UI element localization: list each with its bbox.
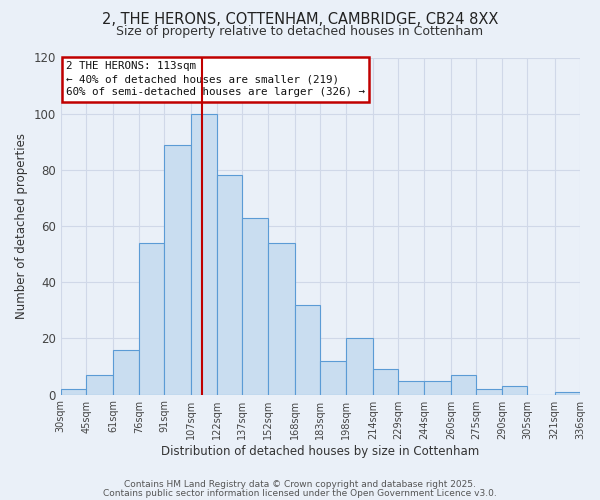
Bar <box>61 389 86 394</box>
Bar <box>554 392 580 394</box>
Bar <box>320 361 346 394</box>
Bar <box>346 338 373 394</box>
Bar <box>191 114 217 394</box>
Text: Contains HM Land Registry data © Crown copyright and database right 2025.: Contains HM Land Registry data © Crown c… <box>124 480 476 489</box>
Bar <box>502 386 527 394</box>
Bar <box>217 176 242 394</box>
Bar <box>451 375 476 394</box>
Bar <box>86 375 113 394</box>
Bar <box>398 380 424 394</box>
Text: Size of property relative to detached houses in Cottenham: Size of property relative to detached ho… <box>116 25 484 38</box>
Bar <box>139 243 164 394</box>
Text: 2 THE HERONS: 113sqm
← 40% of detached houses are smaller (219)
60% of semi-deta: 2 THE HERONS: 113sqm ← 40% of detached h… <box>66 61 365 98</box>
Text: Contains public sector information licensed under the Open Government Licence v3: Contains public sector information licen… <box>103 488 497 498</box>
Bar <box>113 350 139 395</box>
Bar <box>164 144 191 394</box>
Bar <box>424 380 451 394</box>
Bar <box>268 243 295 394</box>
X-axis label: Distribution of detached houses by size in Cottenham: Distribution of detached houses by size … <box>161 444 479 458</box>
Bar <box>295 304 320 394</box>
Bar <box>476 389 502 394</box>
Bar <box>242 218 268 394</box>
Y-axis label: Number of detached properties: Number of detached properties <box>15 133 28 319</box>
Text: 2, THE HERONS, COTTENHAM, CAMBRIDGE, CB24 8XX: 2, THE HERONS, COTTENHAM, CAMBRIDGE, CB2… <box>102 12 498 28</box>
Bar <box>373 370 398 394</box>
